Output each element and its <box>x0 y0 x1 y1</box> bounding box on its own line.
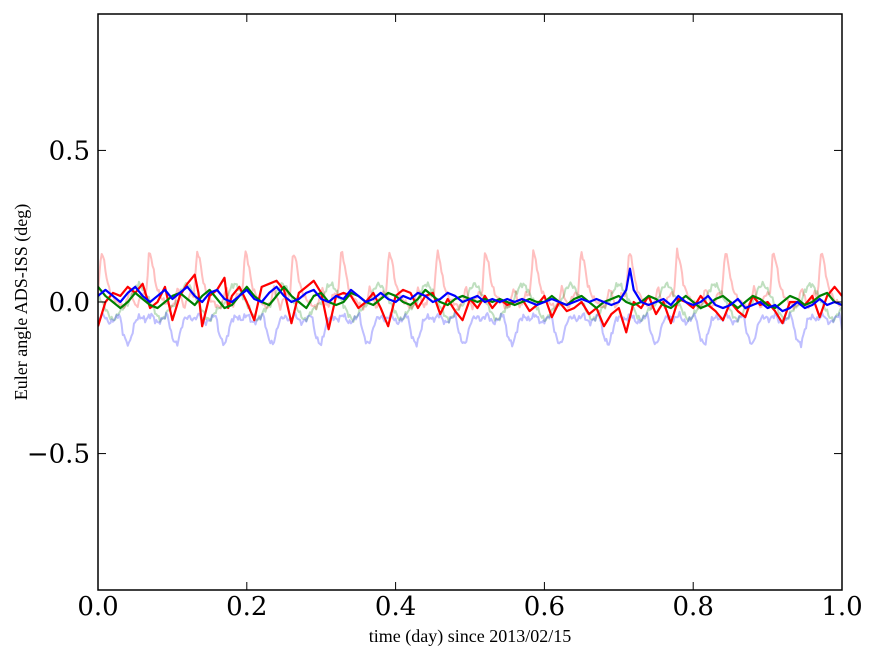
y-tick-label: 0.0 <box>49 288 90 318</box>
y-axis-label: Euler angle ADS-ISS (deg) <box>11 204 32 400</box>
x-tick-label: 0.6 <box>524 592 565 622</box>
x-tick-label: 0.0 <box>77 592 118 622</box>
x-axis-ticks: 0.0 0.2 0.4 0.6 0.8 1.0 <box>77 14 863 622</box>
series-line-pitch-faint <box>98 280 842 324</box>
series-layer <box>98 247 842 349</box>
x-axis-label: time (day) since 2013/02/15 <box>369 626 571 647</box>
x-tick-label: 0.4 <box>375 592 416 622</box>
x-tick-label: 1.0 <box>821 592 862 622</box>
y-tick-label: 0.5 <box>49 136 90 166</box>
x-tick-label: 0.2 <box>226 592 267 622</box>
y-axis-ticks: −0.5 0.0 0.5 <box>27 136 842 470</box>
y-tick-label: −0.5 <box>27 440 90 470</box>
series-line-yaw-faint <box>98 310 842 349</box>
x-tick-label: 0.8 <box>673 592 714 622</box>
series-line-yaw <box>98 267 842 313</box>
